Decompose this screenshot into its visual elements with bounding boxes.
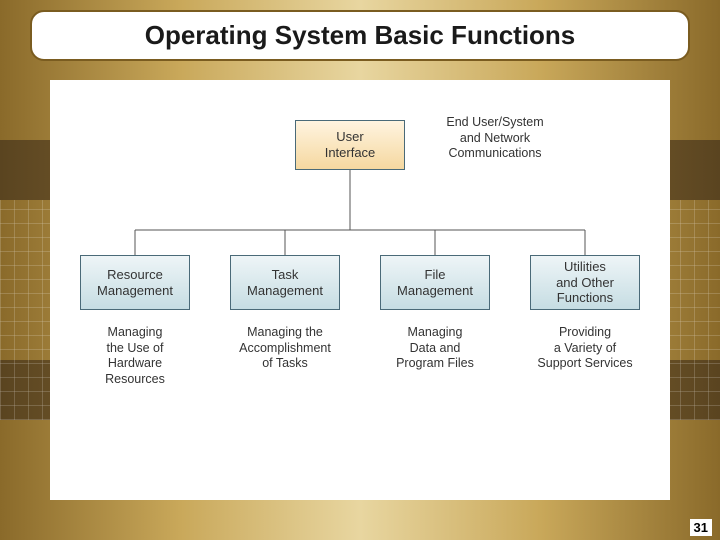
node-utilities: Utilitiesand OtherFunctions [530,255,640,310]
page-number: 31 [690,519,712,536]
caption-text: Managing theAccomplishmentof Tasks [239,325,331,370]
root-side-label: End User/Systemand NetworkCommunications [420,115,570,162]
node-file-management: FileManagement [380,255,490,310]
slide-title: Operating System Basic Functions [42,20,678,51]
caption-utilities: Providinga Variety ofSupport Services [520,325,650,372]
node-label: Utilitiesand OtherFunctions [556,259,614,306]
caption-resource-management: Managingthe Use ofHardwareResources [78,325,192,388]
node-label: FileManagement [397,267,473,298]
node-label: ResourceManagement [97,267,173,298]
node-label: UserInterface [325,129,376,160]
node-resource-management: ResourceManagement [80,255,190,310]
title-bar: Operating System Basic Functions [30,10,690,61]
caption-task-management: Managing theAccomplishmentof Tasks [220,325,350,372]
node-label: TaskManagement [247,267,323,298]
caption-text: ManagingData andProgram Files [396,325,474,370]
diagram-canvas: UserInterface End User/Systemand Network… [50,80,670,500]
caption-text: Managingthe Use ofHardwareResources [105,325,165,386]
side-label-text: End User/Systemand NetworkCommunications [446,115,543,160]
caption-text: Providinga Variety ofSupport Services [537,325,632,370]
node-user-interface: UserInterface [295,120,405,170]
caption-file-management: ManagingData andProgram Files [378,325,492,372]
node-task-management: TaskManagement [230,255,340,310]
